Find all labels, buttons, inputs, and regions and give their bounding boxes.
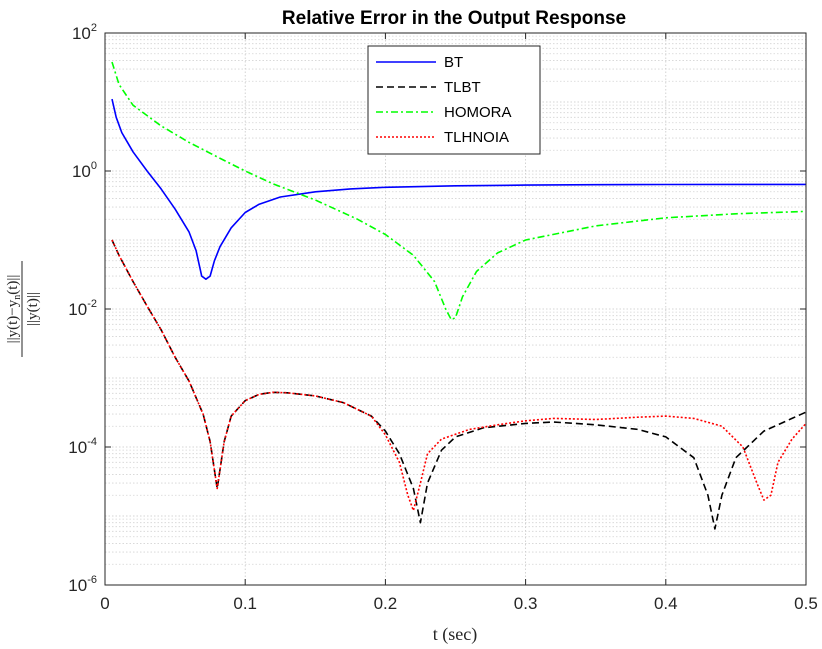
legend-box — [367, 45, 541, 155]
y-tick-label: 10-4 — [68, 436, 97, 457]
x-tick-label: 0.1 — [233, 594, 257, 613]
x-tick-label: 0.5 — [794, 594, 818, 613]
x-axis-ticks: 0 0.1 0.2 0.3 0.4 0.5 — [100, 33, 818, 613]
x-tick-label: 0.3 — [514, 594, 538, 613]
series-line-bt — [111, 98, 806, 281]
legend-label-tlhnoia: TLHNOIA — [444, 129, 509, 146]
y-axis-label: ||y(t)−yn(t)|| ||y(t)|| — [5, 261, 41, 357]
x-tick-label: 0.4 — [654, 594, 678, 613]
x-axis-label: t (sec) — [433, 624, 477, 645]
series-line-tlbt — [111, 239, 807, 530]
y-tick-label: 100 — [72, 160, 97, 181]
y-tick-label: 10-2 — [68, 298, 97, 319]
legend-label-bt: BT — [444, 54, 463, 71]
y-axis-label-numerator: ||y(t)−yn(t)|| — [5, 275, 23, 344]
x-tick-label: 0.2 — [374, 594, 398, 613]
y-axis-label-denominator: ||y(t)|| — [25, 292, 41, 326]
legend-label-homora: HOMORA — [444, 104, 512, 121]
y-tick-label: 10-6 — [68, 574, 97, 595]
legend-label-tlbt: TLBT — [444, 79, 481, 96]
series-line-homora — [111, 61, 807, 321]
y-tick-label: 102 — [72, 22, 97, 43]
legend: BT TLBT HOMORA TLHNOIA — [367, 45, 541, 155]
x-tick-label: 0 — [100, 594, 109, 613]
chart-title: Relative Error in the Output Response — [282, 8, 626, 29]
series-lines — [111, 61, 807, 530]
y-axis-ticks: 10-6 10-4 10-2 100 102 — [68, 22, 806, 595]
